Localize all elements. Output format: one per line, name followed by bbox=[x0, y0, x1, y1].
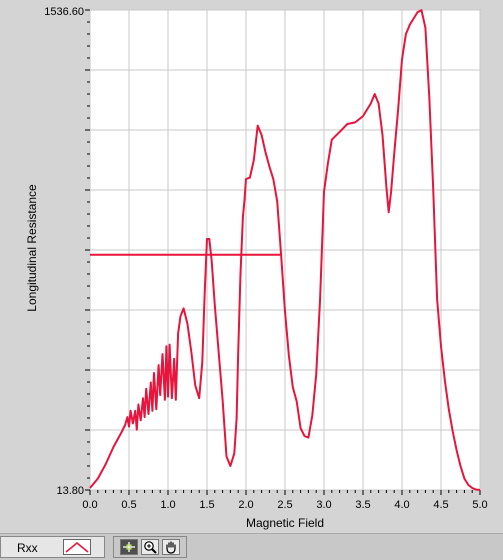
y-min-label: 13.80 bbox=[56, 485, 84, 497]
graph-legend-bar: Rxx bbox=[0, 533, 503, 560]
legend-label: Rxx bbox=[17, 541, 38, 555]
x-tick-label: 1.0 bbox=[160, 499, 175, 511]
x-axis-title: Magnetic Field bbox=[246, 516, 324, 530]
x-tick-label: 3.0 bbox=[316, 499, 331, 511]
plot-area[interactable]: 1536.60 13.80 0.0 0.5 1.0 1.5 2.0 2.5 3.0 3.5 4.… bbox=[0, 0, 503, 533]
y-max-label: 1536.60 bbox=[44, 6, 84, 18]
x-tick-label: 1.5 bbox=[199, 499, 214, 511]
hand-pan-icon[interactable] bbox=[162, 539, 180, 555]
y-axis-title: Longitudinal Resistance bbox=[25, 184, 39, 312]
crosshair-cursor-icon[interactable] bbox=[120, 539, 138, 555]
x-tick-label: 4.0 bbox=[394, 499, 409, 511]
x-tick-label: 5.0 bbox=[472, 499, 487, 511]
x-tick-label: 3.5 bbox=[355, 499, 370, 511]
x-tick-label: 4.5 bbox=[433, 499, 448, 511]
x-tick-label: 0.5 bbox=[121, 499, 136, 511]
x-tick-label: 0.0 bbox=[82, 499, 97, 511]
line-plot-icon bbox=[65, 541, 89, 553]
zoom-icon[interactable] bbox=[141, 539, 159, 555]
rxx-trace bbox=[89, 9, 481, 491]
legend-plot-swatch[interactable] bbox=[63, 539, 91, 555]
x-tick-label: 2.0 bbox=[238, 499, 253, 511]
plot-legend[interactable]: Rxx bbox=[0, 536, 105, 558]
graph-palette bbox=[113, 536, 187, 558]
x-tick-label: 2.5 bbox=[277, 499, 292, 511]
waveform-graph: 1536.60 13.80 0.0 0.5 1.0 1.5 2.0 2.5 3.0 3.5 4.… bbox=[0, 0, 503, 533]
